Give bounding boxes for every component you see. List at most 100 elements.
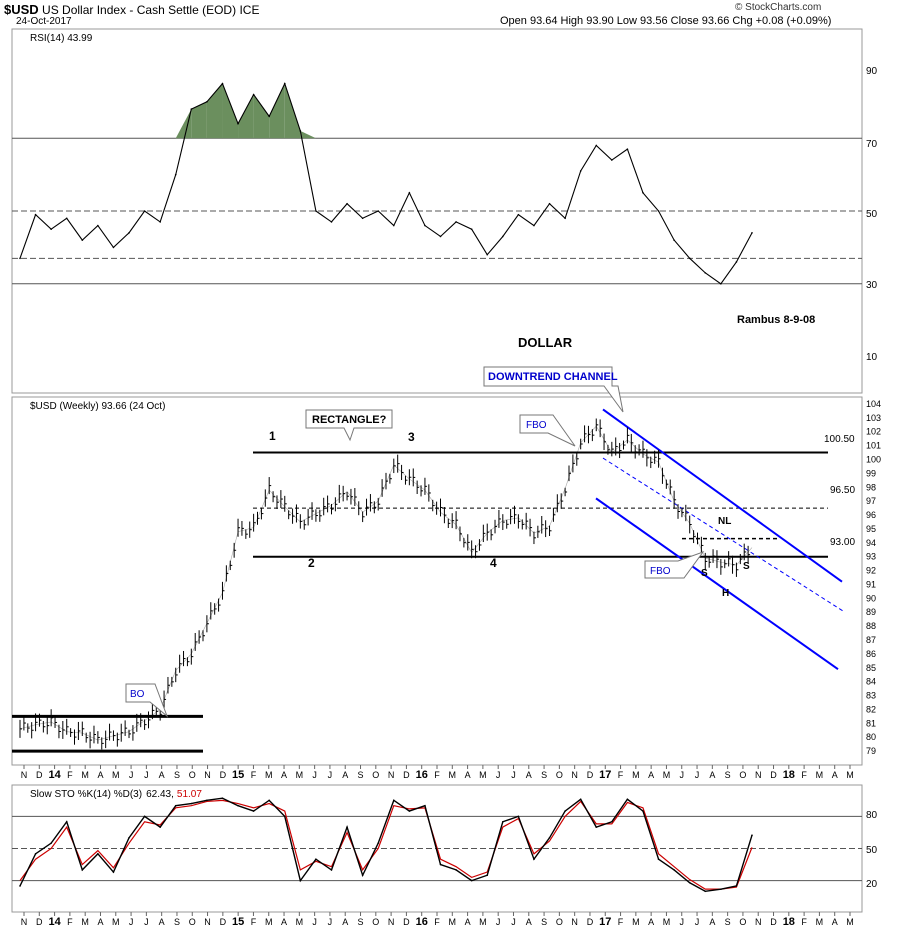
rsi-overbought-fill	[253, 94, 270, 139]
sto-x-tick: A	[526, 917, 532, 927]
sto-x-tick: J	[312, 917, 317, 927]
sto-label-prefix: Slow STO %K(14) %D(3)	[30, 789, 142, 800]
sto-k-point	[564, 810, 566, 812]
sto-x-tick: M	[846, 917, 854, 927]
rsi-point	[50, 228, 52, 230]
price-x-tick: M	[112, 770, 120, 780]
rsi-point	[735, 261, 738, 263]
price-x-tick: 14	[48, 769, 61, 781]
price-x-tick: M	[663, 770, 671, 780]
point-4-label: 4	[490, 556, 497, 570]
price-tick-90: 90	[866, 593, 876, 603]
sto-x-tick: A	[648, 917, 654, 927]
sto-x-tick: N	[21, 917, 28, 927]
rectangle-callout: RECTANGLE?	[305, 409, 393, 442]
sto-x-tick: F	[618, 917, 624, 927]
sto-x-tick: A	[342, 917, 348, 927]
price-x-tick: 16	[416, 769, 428, 781]
price-tick-96: 96	[866, 510, 876, 520]
price-tick-82: 82	[866, 704, 876, 714]
sto-x-tick: N	[204, 917, 211, 927]
price-x-tick: M	[632, 770, 640, 780]
sto-k-point	[626, 798, 629, 801]
price-tick-80: 80	[866, 732, 876, 742]
sto-x-tick: M	[479, 917, 487, 927]
rsi-overbought-fill	[284, 83, 301, 139]
sto-d-line	[19, 799, 753, 890]
price-x-tick: D	[403, 770, 410, 780]
rsi-point	[237, 122, 239, 125]
price-tick-89: 89	[866, 607, 876, 617]
sto-k-point	[688, 881, 691, 884]
sto-x-tick: J	[328, 917, 333, 927]
sto-k-point	[361, 874, 364, 877]
price-x-tick: O	[556, 770, 563, 780]
rectangle-callout-text: RECTANGLE?	[312, 414, 387, 426]
sto-x-tick: S	[725, 917, 731, 927]
symbol-description: US Dollar Index - Cash Settle (EOD)	[42, 3, 237, 17]
neckline-label: NL	[718, 516, 731, 527]
rsi-point	[392, 224, 395, 227]
exchange-text: ICE	[239, 3, 260, 17]
rsi-point	[34, 213, 37, 216]
price-x-tick: 15	[232, 769, 244, 781]
sto-x-tick: D	[587, 917, 594, 927]
sto-k-point	[65, 820, 68, 823]
rsi-line	[19, 82, 753, 285]
rsi-overbought-fill	[222, 83, 239, 139]
rsi-point	[361, 217, 364, 220]
sto-x-tick: M	[816, 917, 824, 927]
price-x-tick: D	[770, 770, 777, 780]
sto-k-point	[330, 869, 333, 871]
rsi-point	[299, 130, 302, 132]
rsi-tick-10: 10	[866, 352, 878, 363]
sto-k-point	[315, 858, 317, 860]
rsi-point	[486, 253, 489, 256]
price-tick-81: 81	[866, 718, 876, 728]
sto-k-point	[206, 799, 208, 802]
rsi-point	[206, 101, 208, 103]
sto-tick-80: 80	[866, 810, 878, 821]
sto-x-tick: F	[801, 917, 807, 927]
price-tick-83: 83	[866, 691, 876, 701]
price-x-tick: A	[709, 770, 715, 780]
rsi-point	[97, 224, 99, 227]
price-x-tick: A	[832, 770, 838, 780]
rsi-point	[548, 202, 551, 205]
rsi-overbought-fill	[175, 109, 192, 139]
price-x-tick: 17	[599, 769, 611, 781]
price-tick-101: 101	[866, 441, 881, 451]
sto-k-point	[735, 885, 738, 887]
fbo-bottom-callout: FBO	[644, 550, 705, 579]
sto-k-point	[517, 815, 520, 818]
sto-k-point	[392, 799, 395, 802]
rsi-overbought-fill	[269, 83, 285, 139]
price-x-tick: J	[144, 770, 149, 780]
sto-x-tick: M	[112, 917, 120, 927]
price-x-tick: F	[801, 770, 807, 780]
stockcharts-brand[interactable]: © StockCharts.com	[735, 2, 822, 13]
sto-x-tick: N	[755, 917, 762, 927]
sto-x-tick: D	[770, 917, 777, 927]
price-x-tick: M	[479, 770, 487, 780]
rsi-point	[470, 228, 473, 230]
sto-x-tick: A	[832, 917, 838, 927]
rsi-point	[595, 144, 598, 147]
price-x-tick: O	[372, 770, 379, 780]
sto-comma: ,	[171, 789, 174, 800]
sto-k-point	[143, 815, 146, 818]
sto-x-tick: D	[220, 917, 227, 927]
rsi-point	[704, 272, 707, 274]
sto-k-point	[283, 815, 286, 818]
price-trend-line	[19, 425, 753, 741]
price-x-tick: J	[312, 770, 317, 780]
rsi-point	[252, 93, 255, 96]
sto-x-tick: F	[251, 917, 257, 927]
price-tick-100: 100	[866, 454, 881, 464]
sto-k-line	[19, 797, 753, 893]
sto-k-point	[455, 869, 457, 871]
sto-k-point	[268, 799, 270, 802]
rsi-point	[455, 221, 457, 223]
channel-lower-line	[595, 497, 839, 670]
downtrend-callout: DOWNTREND CHANNEL	[483, 366, 624, 413]
